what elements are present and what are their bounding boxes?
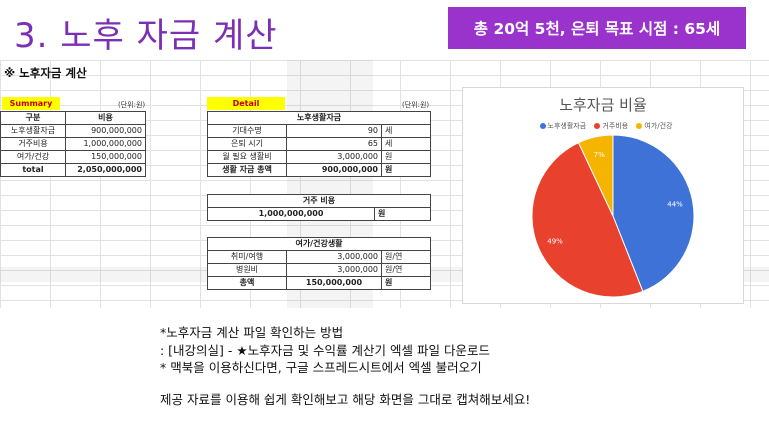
detail-unit-cell: 세 (381, 124, 431, 138)
detail-unit-cell: 세 (381, 137, 431, 151)
summary-total-value: 2,050,000,000 (65, 163, 146, 177)
detail-unit-cell: 원/연 (381, 263, 431, 277)
pie-chart[interactable]: 노후자금 비율 노후생활자금 거주비용 여가/건강 44% 49% 7% (462, 87, 744, 304)
legend-swatch-0 (539, 123, 546, 129)
summary-label: 거주비용 (0, 137, 66, 151)
detail-label: 총액 (207, 276, 287, 290)
detail-label: 취미/여행 (207, 250, 287, 264)
legend-label: 노후생활자금 (547, 122, 587, 130)
legend-swatch-1 (594, 123, 601, 129)
summary-total-label: total (0, 163, 66, 177)
summary-value: 1,000,000,000 (65, 137, 146, 151)
table-row: 노후생활자금 900,000,000 (0, 124, 146, 138)
table-row: 여가/건강 150,000,000 (0, 150, 146, 164)
table-row: 거주비용 1,000,000,000 (0, 137, 146, 151)
housing-cost-value: 1,000,000,000 (207, 207, 375, 221)
spreadsheet-area: ※ 노후자금 계산 Summary (단위:원) 구분 비용 노후생활자금 90… (0, 60, 769, 308)
detail-value: 3,000,000 (286, 250, 382, 264)
detail-label: 기대수명 (207, 124, 287, 138)
note-line: : [내강의실] - ★노후자금 및 수익률 계산기 엑셀 파일 다운로드 (160, 342, 490, 358)
housing-cost-unit: 원 (374, 207, 431, 221)
summary-header-category: 구분 (0, 111, 66, 125)
detail-unit-cell: 원/연 (381, 250, 431, 264)
detail-value: 90 (286, 124, 382, 138)
detail-unit-cell: 원 (381, 276, 431, 290)
living-fund-header: 노후생활자금 (207, 111, 431, 125)
summary-label: 여가/건강 (0, 150, 66, 164)
pie-slice-2[interactable] (577, 134, 614, 217)
summary-tag: Summary (2, 97, 60, 110)
legend-label: 거주비용 (602, 122, 629, 130)
detail-label: 은퇴 시기 (207, 137, 287, 151)
living-fund-table: 노후생활자금 기대수명 90 세 은퇴 시기 65 세 월 필요 생활비 3,0… (207, 111, 431, 177)
housing-cost-header: 거주 비용 (207, 194, 431, 208)
detail-unit-cell: 원 (381, 150, 431, 164)
table-row: 취미/여행 3,000,000 원/연 (207, 250, 431, 264)
table-row: 은퇴 시기 65 세 (207, 137, 431, 151)
housing-cost-table: 거주 비용 1,000,000,000 원 (207, 194, 431, 221)
detail-label: 생활 자금 총액 (207, 163, 287, 177)
table-row: total 2,050,000,000 (0, 163, 146, 177)
detail-tag: Detail (207, 97, 285, 110)
summary-table: 구분 비용 노후생활자금 900,000,000 거주비용 1,000,000,… (0, 111, 146, 177)
chart-legend: 노후생활자금 거주비용 여가/건강 (463, 121, 743, 131)
summary-value: 900,000,000 (65, 124, 146, 138)
pie-slice-0[interactable] (612, 134, 695, 292)
pie-slice-label-0: 44% (667, 201, 683, 209)
summary-value: 150,000,000 (65, 150, 146, 164)
detail-value: 65 (286, 137, 382, 151)
chart-title: 노후자금 비율 (559, 96, 647, 114)
leisure-health-header: 여가/건강생활 (207, 237, 431, 251)
table-row: 병원비 3,000,000 원/연 (207, 263, 431, 277)
table-row: 월 필요 생활비 3,000,000 원 (207, 150, 431, 164)
pie-slice-label-2: 7% (594, 151, 605, 159)
leisure-health-table: 여가/건강생활 취미/여행 3,000,000 원/연 병원비 3,000,00… (207, 237, 431, 290)
table-row: 1,000,000,000 원 (207, 207, 431, 221)
detail-unit: (단위:원) (402, 101, 430, 109)
pie-slice-1[interactable] (531, 142, 644, 298)
legend-label: 여가/건강 (644, 122, 673, 130)
table-row: 생활 자금 총액 900,000,000 원 (207, 163, 431, 177)
detail-value: 150,000,000 (286, 276, 382, 290)
summary-label: 노후생활자금 (0, 124, 66, 138)
detail-value: 3,000,000 (286, 150, 382, 164)
page-title: 3. 노후 자금 계산 (14, 16, 278, 56)
detail-value: 3,000,000 (286, 263, 382, 277)
table-row: 기대수명 90 세 (207, 124, 431, 138)
detail-label: 월 필요 생활비 (207, 150, 287, 164)
instructions-text: *노후자금 계산 파일 확인하는 방법 : [내강의실] - ★노후자금 및 수… (160, 324, 530, 408)
detail-unit-cell: 원 (381, 163, 431, 177)
pie-slice-label-1: 49% (547, 238, 563, 246)
note-line: *노후자금 계산 파일 확인하는 방법 (160, 325, 344, 340)
note-line: 제공 자료를 이용해 쉽게 확인해보고 해당 화면을 그대로 캡쳐해보세요! (160, 391, 531, 407)
summary-banner: 총 20억 5천, 은퇴 목표 시점 : 65세 (448, 7, 746, 49)
legend-swatch-2 (636, 123, 643, 129)
note-line: * 맥북을 이용하신다면, 구글 스프레드시트에서 엑셀 불러오기 (160, 360, 482, 375)
sheet-title: ※ 노후자금 계산 (4, 66, 87, 80)
table-row: 총액 150,000,000 원 (207, 276, 431, 290)
summary-header-cost: 비용 (65, 111, 146, 125)
summary-unit: (단위:원) (118, 101, 146, 109)
detail-value: 900,000,000 (286, 163, 382, 177)
detail-label: 병원비 (207, 263, 287, 277)
pie-plot: 44% 49% 7% (531, 134, 695, 298)
